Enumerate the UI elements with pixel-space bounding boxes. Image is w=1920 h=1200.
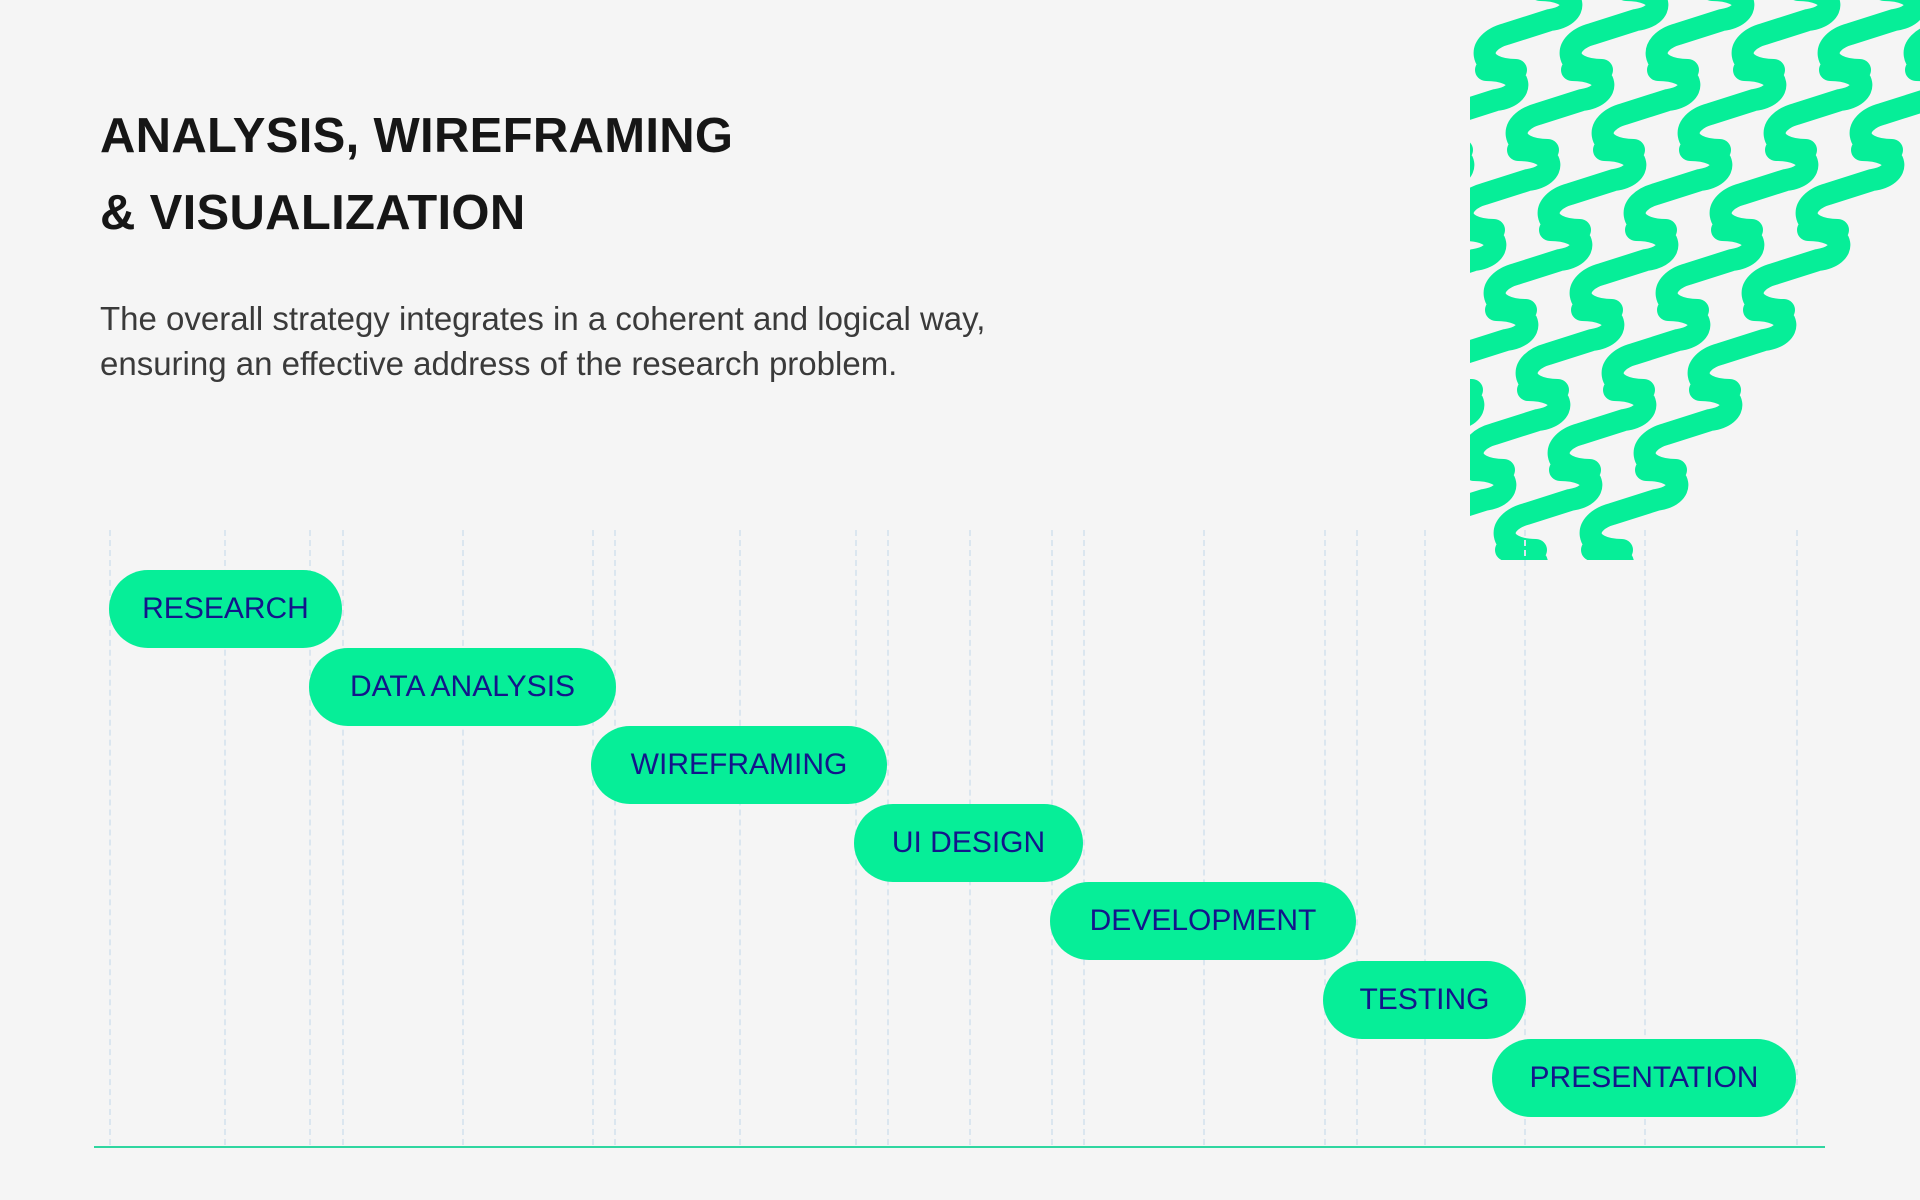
gridline <box>1796 530 1798 1145</box>
gridline <box>342 530 344 1145</box>
stage-wireframing: WIREFRAMING <box>591 726 887 804</box>
stage-presentation: PRESENTATION <box>1492 1039 1796 1117</box>
stage-ui-design: UI DESIGN <box>854 804 1083 882</box>
squiggle-stroke <box>1470 0 1669 273</box>
stage-data-analysis: DATA ANALYSIS <box>309 648 616 726</box>
page-description: The overall strategy integrates in a coh… <box>100 300 986 382</box>
squiggle-stroke <box>1493 0 1920 560</box>
page-title-line-2: & VISUALIZATION <box>100 186 526 240</box>
gridline <box>1424 530 1426 1145</box>
gridline <box>739 530 741 1145</box>
gridline <box>1083 530 1085 1145</box>
stage-research: RESEARCH <box>109 570 342 648</box>
squiggle-stroke <box>1579 28 1920 560</box>
stage-development: DEVELOPMENT <box>1050 882 1356 960</box>
gridline <box>1324 530 1326 1145</box>
gridline <box>614 530 616 1145</box>
gridline <box>462 530 464 1145</box>
squiggle-stroke <box>1470 0 1583 178</box>
gridline <box>1356 530 1358 1145</box>
timeline-baseline <box>94 1146 1825 1148</box>
stage-testing: TESTING <box>1323 961 1526 1039</box>
gridline <box>592 530 594 1145</box>
squiggle-stroke <box>1470 0 1841 516</box>
page-title: ANALYSIS, WIREFRAMING & VISUALIZATION <box>100 98 733 252</box>
green-wave-pattern-icon <box>1470 0 1920 560</box>
gridline <box>1203 530 1205 1145</box>
squiggle-stroke <box>1470 0 1755 426</box>
page-title-line-1: ANALYSIS, WIREFRAMING <box>100 109 734 163</box>
